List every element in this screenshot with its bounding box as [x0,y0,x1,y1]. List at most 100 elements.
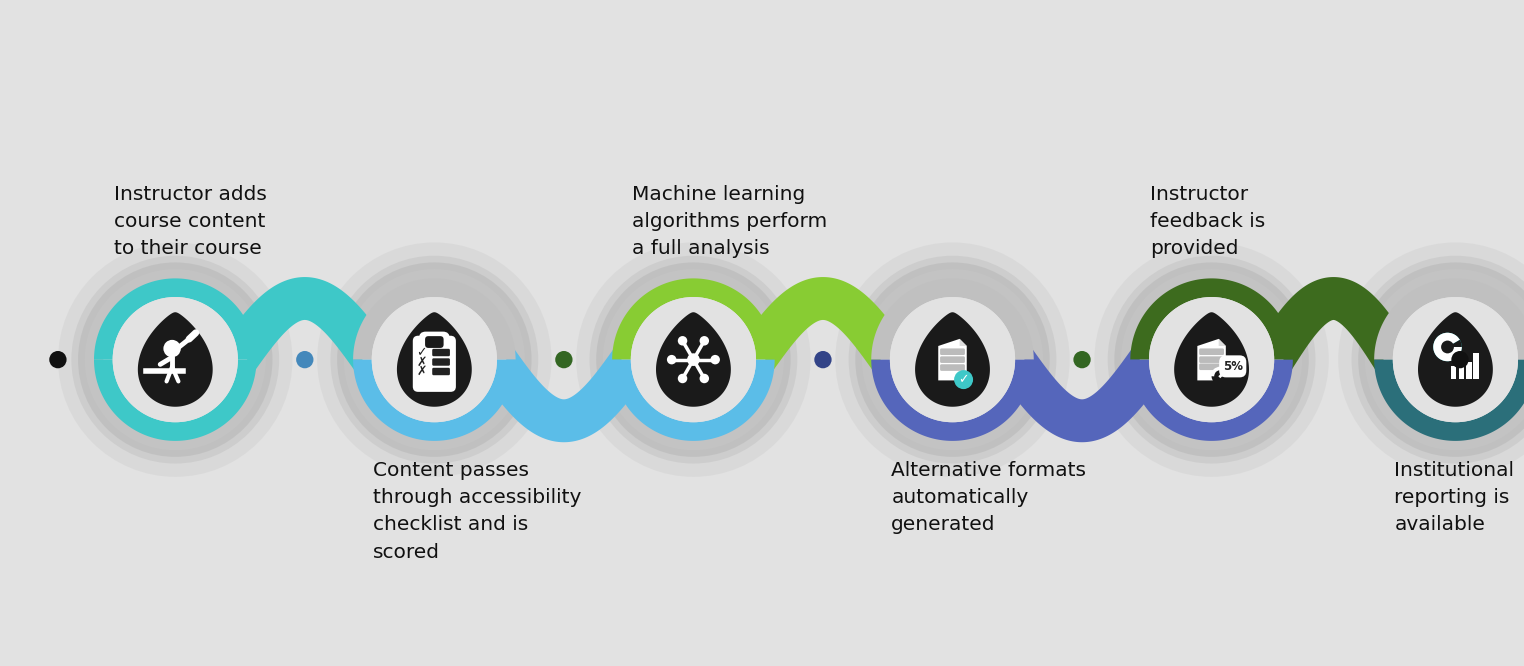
Circle shape [104,288,247,432]
Text: Alternative formats
automatically
generated: Alternative formats automatically genera… [892,461,1087,534]
Circle shape [1122,269,1301,450]
Text: Instructor adds
course content
to their course: Instructor adds course content to their … [114,185,267,258]
FancyBboxPatch shape [1199,348,1224,355]
Circle shape [863,269,1042,450]
Polygon shape [1131,278,1292,360]
Circle shape [1358,262,1524,457]
Circle shape [1108,256,1315,464]
Circle shape [668,355,677,364]
Circle shape [954,370,972,389]
FancyBboxPatch shape [1199,356,1224,363]
Polygon shape [1173,312,1250,407]
Circle shape [700,336,709,346]
Polygon shape [1198,339,1225,380]
Wedge shape [1433,333,1462,361]
Circle shape [1366,269,1524,450]
Circle shape [49,351,67,368]
Bar [1474,352,1478,380]
Bar [1458,358,1465,380]
Polygon shape [1219,339,1225,346]
Polygon shape [396,312,472,407]
Circle shape [1073,351,1091,368]
Circle shape [296,351,314,368]
Circle shape [890,297,1015,422]
Circle shape [1140,288,1283,432]
Polygon shape [1375,360,1524,441]
Circle shape [1393,297,1518,422]
Polygon shape [137,312,213,407]
FancyBboxPatch shape [433,349,450,356]
FancyBboxPatch shape [1199,364,1224,370]
Circle shape [1352,256,1524,464]
Circle shape [331,256,538,464]
Circle shape [78,262,273,457]
Bar [1451,366,1457,380]
Text: Instructor
feedback is
provided: Instructor feedback is provided [1151,185,1266,258]
Circle shape [622,288,765,432]
Circle shape [678,374,687,383]
FancyBboxPatch shape [940,356,965,363]
Circle shape [344,269,524,450]
Circle shape [1212,368,1228,385]
Circle shape [1149,297,1274,422]
Circle shape [555,351,573,368]
Text: Institutional
reporting is
available: Institutional reporting is available [1394,461,1515,534]
Polygon shape [613,278,774,360]
Bar [1466,362,1472,380]
Polygon shape [914,312,991,407]
Circle shape [85,269,265,450]
Circle shape [1442,340,1454,354]
Circle shape [1094,242,1329,477]
Polygon shape [939,339,966,380]
Circle shape [604,269,783,450]
Circle shape [710,355,719,364]
Polygon shape [872,360,1033,441]
Polygon shape [1131,360,1292,441]
Circle shape [576,242,811,477]
Polygon shape [655,312,732,407]
Polygon shape [872,278,1033,360]
Text: 5%: 5% [1222,360,1244,373]
Circle shape [337,262,532,457]
Polygon shape [997,347,1167,442]
FancyBboxPatch shape [940,348,965,355]
Circle shape [855,262,1050,457]
Circle shape [631,297,756,422]
Circle shape [590,256,797,464]
Circle shape [317,242,552,477]
Polygon shape [1254,277,1413,371]
FancyBboxPatch shape [433,358,450,366]
Text: ✗: ✗ [416,356,427,368]
Circle shape [1451,351,1469,368]
Circle shape [1338,242,1524,477]
Polygon shape [94,360,256,441]
Circle shape [849,256,1056,464]
Text: ✓: ✓ [959,373,969,386]
Circle shape [881,288,1024,432]
Polygon shape [219,277,390,372]
Circle shape [163,340,181,357]
Circle shape [430,337,439,346]
Circle shape [1433,333,1462,361]
Circle shape [1114,262,1309,457]
Text: ✗: ✗ [416,365,427,378]
FancyBboxPatch shape [940,364,965,371]
Polygon shape [1375,278,1524,360]
Circle shape [363,288,506,432]
Polygon shape [354,278,515,360]
Polygon shape [354,360,515,441]
FancyBboxPatch shape [419,332,450,352]
FancyBboxPatch shape [425,336,443,348]
Text: ✓: ✓ [416,346,427,359]
Circle shape [687,353,700,366]
Circle shape [372,297,497,422]
Circle shape [1384,288,1524,432]
Text: Content passes
through accessibility
checklist and is
scored: Content passes through accessibility che… [373,461,582,561]
Circle shape [700,374,709,383]
FancyBboxPatch shape [433,368,450,375]
Circle shape [58,242,293,477]
Circle shape [596,262,791,457]
Wedge shape [1448,340,1462,347]
Text: Machine learning
algorithms perform
a full analysis: Machine learning algorithms perform a fu… [632,185,828,258]
FancyBboxPatch shape [413,336,456,392]
